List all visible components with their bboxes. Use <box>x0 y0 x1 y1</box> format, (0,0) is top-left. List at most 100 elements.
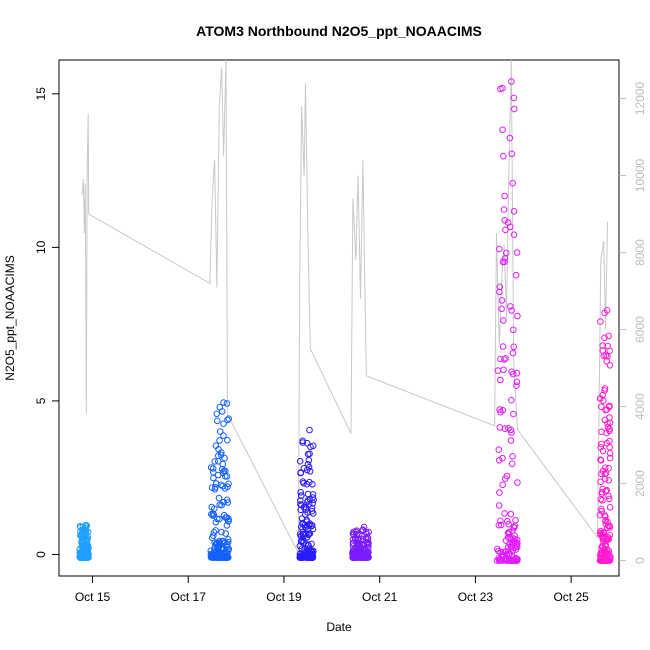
data-point <box>213 410 220 418</box>
data-point <box>499 481 507 489</box>
data-point <box>499 343 507 350</box>
data-point <box>508 429 515 436</box>
data-point <box>306 468 314 475</box>
points-layer <box>76 78 614 564</box>
data-point <box>297 469 305 476</box>
data-point <box>211 549 218 556</box>
data-point <box>514 312 521 320</box>
data-point <box>218 538 226 545</box>
data-point <box>606 454 614 462</box>
data-point <box>216 403 224 411</box>
data-point <box>512 517 519 524</box>
data-point <box>208 484 216 492</box>
data-point <box>223 400 231 407</box>
data-point <box>500 317 507 324</box>
data-point <box>509 539 516 546</box>
data-point-max <box>82 522 90 529</box>
data-point <box>598 428 605 436</box>
data-point <box>600 397 607 405</box>
data-point <box>309 442 317 450</box>
series-5 <box>596 307 614 564</box>
data-point <box>605 495 613 503</box>
data-point <box>215 537 223 545</box>
data-point <box>605 403 613 411</box>
data-point <box>507 437 515 444</box>
data-point <box>297 501 304 508</box>
data-point <box>353 530 361 538</box>
data-point <box>501 217 509 224</box>
series-3 <box>349 523 372 561</box>
data-point <box>83 548 91 556</box>
data-point <box>496 245 503 253</box>
data-point <box>499 548 507 556</box>
data-point <box>597 457 605 464</box>
data-point <box>601 464 609 472</box>
data-point <box>225 517 232 525</box>
data-point <box>213 417 221 425</box>
y-axis-label: N2O5_ppt_NOAACIMS <box>3 255 17 380</box>
y-tick-label-2: 10 <box>34 240 48 254</box>
data-point <box>222 530 229 537</box>
data-point <box>494 367 502 374</box>
data-point <box>597 444 605 451</box>
data-point <box>509 349 517 357</box>
data-point-max <box>508 78 515 85</box>
data-point <box>504 517 511 525</box>
data-point <box>598 543 606 550</box>
data-point <box>225 515 232 523</box>
series-1 <box>207 399 233 561</box>
data-point <box>502 226 509 234</box>
data-point <box>299 478 307 485</box>
data-point <box>500 366 507 374</box>
data-point <box>510 105 518 113</box>
data-point <box>504 543 512 551</box>
data-point <box>504 534 512 541</box>
data-point <box>507 556 514 564</box>
data-point <box>502 355 509 362</box>
y-tick-label-3: 15 <box>34 87 48 101</box>
data-point <box>496 424 504 431</box>
data-point <box>497 517 504 525</box>
data-point <box>598 488 606 496</box>
data-point <box>597 318 604 325</box>
data-point <box>223 514 231 521</box>
data-point <box>597 496 605 503</box>
data-point <box>359 541 367 549</box>
data-point <box>600 352 608 360</box>
data-point <box>224 436 231 444</box>
y2-tick-label-3: 6000 <box>633 316 647 343</box>
data-point <box>363 530 371 538</box>
data-point <box>601 542 609 550</box>
data-point <box>213 480 220 487</box>
data-point-max <box>306 426 313 434</box>
data-point <box>309 525 317 533</box>
data-point <box>220 552 227 560</box>
data-point <box>215 452 222 460</box>
data-point <box>603 524 611 532</box>
data-point <box>602 513 609 521</box>
data-point <box>599 342 607 349</box>
data-point <box>207 547 215 555</box>
data-point <box>506 223 514 231</box>
data-point <box>212 519 220 526</box>
data-point <box>501 425 509 433</box>
data-point <box>505 425 512 432</box>
data-point <box>216 437 223 444</box>
data-point <box>508 396 515 404</box>
data-point <box>602 352 610 359</box>
data-point <box>495 446 503 454</box>
data-point <box>496 489 503 496</box>
data-point <box>503 472 511 480</box>
data-point <box>499 258 507 266</box>
data-point-max <box>360 523 368 531</box>
data-point <box>83 538 91 546</box>
data-point <box>606 427 613 435</box>
data-point <box>598 403 605 411</box>
x-tick-label-2: Oct 19 <box>266 590 302 604</box>
data-point <box>209 510 217 517</box>
data-point <box>514 479 521 486</box>
y2-tick-label-5: 10000 <box>633 159 647 193</box>
altitude-line-layer <box>81 59 608 554</box>
data-point <box>298 492 305 500</box>
data-point <box>298 554 305 561</box>
